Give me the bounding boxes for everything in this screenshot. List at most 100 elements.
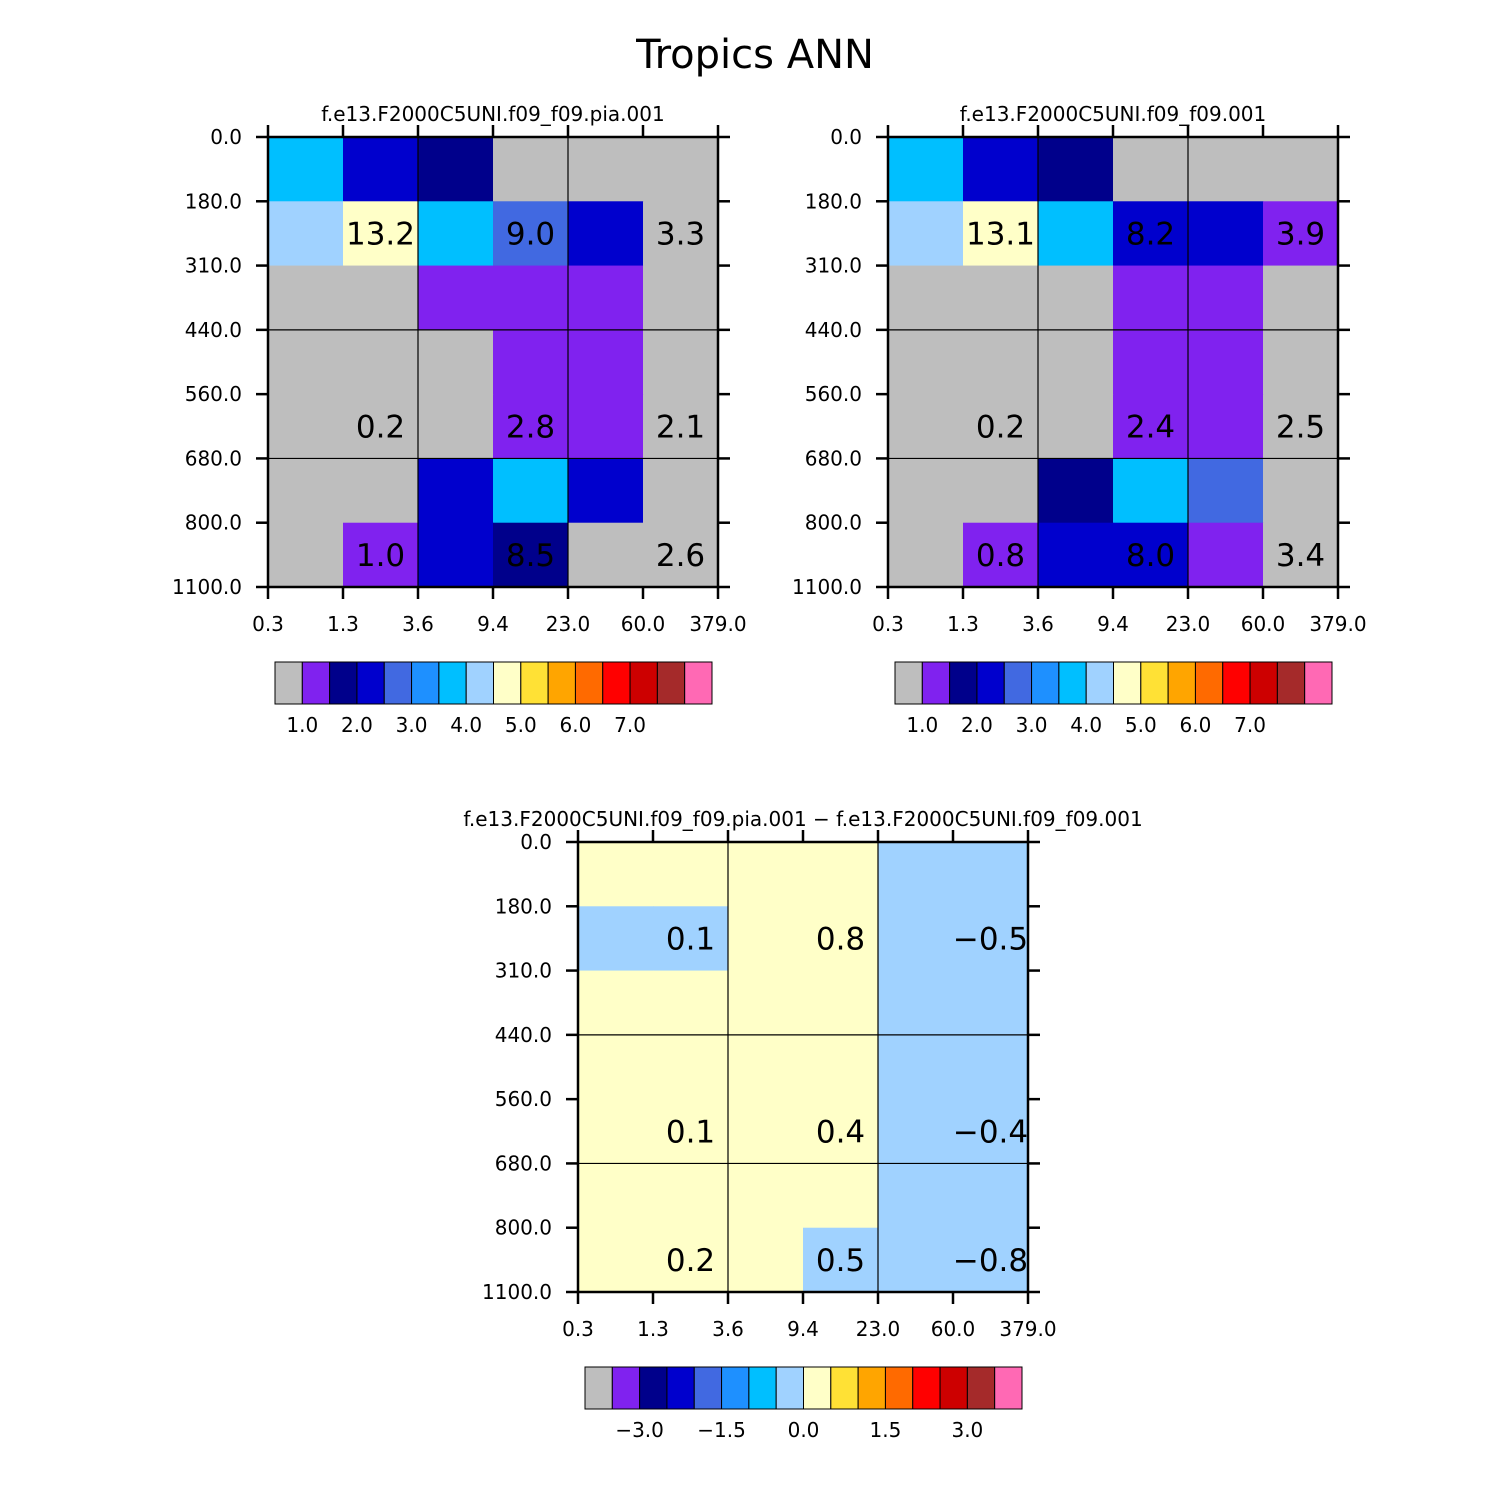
heatmap-cell (1263, 522, 1339, 588)
cell-value-label: −0.8 (953, 1243, 1028, 1279)
heatmap-cell (268, 522, 344, 588)
y-tick-label: 440.0 (805, 318, 862, 342)
heatmap-cell (568, 458, 644, 524)
cell-value-label: 1.0 (356, 538, 405, 574)
heatmap-cell (493, 137, 569, 202)
heatmap-cell (953, 1163, 1029, 1229)
colorbar-box (1222, 661, 1251, 705)
colorbar-box (1249, 661, 1278, 705)
heatmap-cell (343, 201, 419, 267)
heatmap-cell (578, 842, 654, 907)
colorbar-box (666, 1366, 695, 1410)
colorbar-box (520, 661, 549, 705)
colorbar-box (1140, 661, 1169, 705)
heatmap-cell (578, 1163, 654, 1229)
x-tick-label: 0.3 (562, 1317, 594, 1341)
x-tick-label: 0.3 (252, 612, 284, 636)
y-tick-label: 1100.0 (172, 575, 242, 599)
heatmap-cell (803, 906, 879, 972)
y-tick-label: 800.0 (495, 1216, 552, 1240)
heatmap-cell (653, 1099, 729, 1164)
x-tick-label: 60.0 (621, 612, 666, 636)
y-tick-label: 180.0 (185, 189, 242, 213)
heatmap-cell (888, 394, 964, 459)
colorbar-box (1031, 661, 1060, 705)
heatmap-cell (878, 1099, 954, 1164)
x-tick-label: 23.0 (856, 1317, 901, 1341)
x-tick-label: 379.0 (1309, 612, 1366, 636)
colorbar-label: 0.0 (788, 1418, 820, 1442)
x-tick-label: 379.0 (689, 612, 746, 636)
panel-control: f.e13.F2000C5UNI.f09_f09.001 13.1 8.2 3.9 0.… (792, 102, 1367, 737)
heatmap-cell (963, 265, 1039, 331)
colorbar-label: 7.0 (614, 713, 646, 737)
heatmap-cell (728, 1099, 804, 1164)
colorbar-box (748, 1366, 777, 1410)
heatmap-cell (653, 1034, 729, 1100)
x-tick-label: 1.3 (947, 612, 979, 636)
colorbar-box (574, 661, 604, 705)
x-tick-label: 9.4 (477, 612, 509, 636)
colorbar-box (693, 1366, 723, 1410)
figure-title: Tropics ANN (635, 32, 874, 78)
heatmap-cell (953, 906, 1029, 972)
cell-value-label: 2.4 (1126, 409, 1175, 445)
colorbar-label: −1.5 (697, 1418, 746, 1442)
heatmap-cell (643, 458, 719, 524)
y-tick-label: 680.0 (495, 1151, 552, 1175)
y-tick-label: 440.0 (185, 318, 242, 342)
heatmap-cell (418, 329, 494, 395)
heatmap-cell (953, 842, 1029, 907)
colorbar-label: 1.5 (870, 1418, 902, 1442)
colorbar-box (857, 1366, 886, 1410)
heatmap-cell (1038, 329, 1114, 395)
colorbar: 1.0 2.0 3.0 4.0 5.0 6.0 7.0 (894, 661, 1333, 737)
heatmap-cell (963, 394, 1039, 459)
colorbar-box (966, 1366, 996, 1410)
heatmap-cell (493, 201, 569, 267)
colorbar-box (329, 661, 358, 705)
heatmap-cell (803, 1099, 879, 1164)
heatmap-cell (578, 1227, 654, 1293)
colorbar-box (438, 661, 467, 705)
heatmap-cell (1263, 329, 1339, 395)
colorbar-label: 3.0 (396, 713, 428, 737)
colorbar-box (1194, 661, 1224, 705)
heatmap-cell (803, 1034, 879, 1100)
x-tick-label: 3.6 (1022, 612, 1054, 636)
heatmap-cell (803, 970, 879, 1036)
colorbar-box (894, 661, 923, 705)
heatmap-cell (1263, 458, 1339, 524)
colorbar-box (383, 661, 413, 705)
cell-value-label: 0.5 (816, 1243, 865, 1279)
cell-value-label: 8.2 (1126, 216, 1175, 252)
heatmap-cell (268, 265, 344, 331)
cell-value-label: 0.1 (666, 1114, 715, 1150)
cell-value-label: 9.0 (506, 216, 555, 252)
heatmap-cell (728, 970, 804, 1036)
heatmap-cell (953, 1034, 1029, 1100)
y-tick-label: 310.0 (805, 254, 862, 278)
colorbar-box (611, 1366, 641, 1410)
heatmap-cell (568, 265, 644, 331)
heatmap-cell (418, 265, 494, 331)
colorbar: −3.0 −1.5 0.0 1.5 3.0 (584, 1366, 1023, 1442)
colorbar-label: 5.0 (505, 713, 537, 737)
heatmap-cell (728, 1227, 804, 1293)
heatmap-cell (418, 201, 494, 267)
heatmap-cell (418, 522, 494, 588)
x-tick-label: 3.6 (712, 1317, 744, 1341)
cell-value-label: 0.8 (976, 538, 1025, 574)
heatmap-cell (1113, 394, 1189, 459)
colorbar-label: 3.0 (951, 1418, 983, 1442)
y-tick-label: 180.0 (805, 189, 862, 213)
heatmap-cell (888, 458, 964, 524)
heatmap-cell (888, 201, 964, 267)
y-tick-label: 180.0 (495, 894, 552, 918)
colorbar-box (465, 661, 494, 705)
heatmap-cell (1188, 137, 1264, 202)
heatmap-cell (343, 458, 419, 524)
colorbar-box (884, 1366, 914, 1410)
heatmap-cell (578, 1034, 654, 1100)
colorbar-box (830, 1366, 859, 1410)
